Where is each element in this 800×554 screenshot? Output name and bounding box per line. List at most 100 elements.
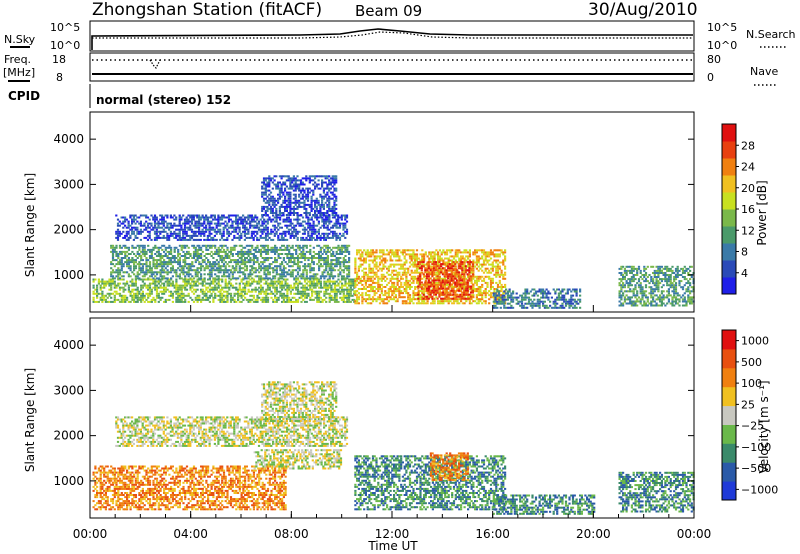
range-time-cell xyxy=(185,232,188,235)
range-time-cell xyxy=(454,267,457,270)
range-time-cell xyxy=(270,246,273,249)
range-time-cell xyxy=(325,282,328,285)
range-time-cell xyxy=(200,253,203,255)
range-time-cell xyxy=(279,222,282,225)
range-time-cell xyxy=(451,255,454,258)
range-time-cell xyxy=(405,302,408,305)
range-time-cell xyxy=(375,298,378,301)
range-time-cell xyxy=(192,284,196,287)
range-time-cell xyxy=(323,271,326,274)
range-time-cell xyxy=(141,248,144,251)
range-time-cell xyxy=(125,226,128,229)
range-time-cell xyxy=(323,261,326,264)
range-time-cell xyxy=(291,234,294,237)
range-time-cell xyxy=(289,273,292,276)
range-time-cell xyxy=(305,275,308,278)
range-time-cell xyxy=(266,210,269,212)
range-time-cell xyxy=(417,300,420,303)
range-time-cell xyxy=(342,278,345,281)
range-time-cell xyxy=(401,265,404,268)
range-time-cell xyxy=(220,236,224,239)
range-time-cell xyxy=(238,288,241,291)
range-time-cell xyxy=(157,230,160,233)
range-time-cell xyxy=(403,263,406,266)
range-time-cell xyxy=(205,246,208,249)
range-time-cell xyxy=(463,265,466,268)
range-time-cell xyxy=(113,286,116,289)
range-time-cell xyxy=(110,280,113,283)
range-time-cell xyxy=(421,271,424,274)
range-time-cell xyxy=(272,271,275,274)
range-time-cell xyxy=(271,203,274,206)
range-time-cell xyxy=(286,224,289,227)
range-time-cell xyxy=(322,203,325,206)
range-time-cell xyxy=(387,267,390,270)
range-time-cell xyxy=(348,267,351,270)
range-time-cell xyxy=(180,300,183,303)
range-time-cell xyxy=(287,179,290,182)
range-time-cell xyxy=(331,226,335,229)
range-time-cell xyxy=(229,253,233,255)
range-time-cell xyxy=(325,300,328,303)
range-time-cell xyxy=(273,175,276,178)
range-time-cell xyxy=(361,269,364,272)
range-time-cell xyxy=(410,298,413,301)
range-time-cell xyxy=(207,290,210,293)
range-time-cell xyxy=(217,267,220,270)
range-time-cell xyxy=(148,275,152,278)
range-time-cell xyxy=(219,222,222,225)
range-time-cell xyxy=(289,201,292,204)
range-time-cell xyxy=(456,249,459,252)
range-time-cell xyxy=(328,183,331,186)
range-time-cell xyxy=(140,244,143,247)
range-time-cell xyxy=(344,261,347,264)
range-time-cell xyxy=(122,286,125,289)
range-time-cell xyxy=(155,238,158,241)
range-time-cell xyxy=(417,281,420,284)
range-time-cell xyxy=(291,207,294,210)
range-time-cell xyxy=(221,244,224,247)
range-time-cell xyxy=(184,298,187,301)
range-time-cell xyxy=(317,183,320,186)
range-time-cell xyxy=(426,255,429,258)
range-time-cell xyxy=(258,263,261,266)
range-time-cell xyxy=(254,271,257,274)
range-time-cell xyxy=(254,226,257,229)
range-time-cell xyxy=(224,275,227,278)
range-time-cell xyxy=(333,255,337,257)
range-time-cell xyxy=(145,284,148,287)
range-time-cell xyxy=(143,246,146,249)
range-time-cell xyxy=(337,220,340,223)
range-time-cell xyxy=(244,290,247,293)
range-time-cell xyxy=(291,288,294,291)
range-time-cell xyxy=(185,257,189,259)
range-time-cell xyxy=(162,236,165,239)
range-time-cell xyxy=(460,259,463,262)
range-time-cell xyxy=(148,257,152,259)
range-time-cell xyxy=(127,263,130,266)
range-time-cell xyxy=(184,275,187,278)
range-time-cell xyxy=(298,267,301,270)
range-time-cell xyxy=(133,246,136,249)
range-time-cell xyxy=(256,250,259,253)
range-time-cell xyxy=(415,302,419,305)
range-time-cell xyxy=(435,296,438,299)
range-time-cell xyxy=(159,280,162,283)
range-time-cell xyxy=(286,271,289,274)
range-time-cell xyxy=(301,238,305,241)
range-time-cell xyxy=(148,232,151,235)
range-time-cell xyxy=(229,261,233,264)
range-time-cell xyxy=(272,275,275,278)
range-time-cell xyxy=(387,296,390,299)
range-time-cell xyxy=(288,250,291,253)
range-time-cell xyxy=(113,246,116,249)
range-time-cell xyxy=(171,300,174,303)
range-time-cell xyxy=(120,267,123,270)
range-time-cell xyxy=(201,216,204,219)
range-time-cell xyxy=(249,216,252,219)
range-time-cell xyxy=(444,286,447,288)
range-time-cell xyxy=(298,280,301,283)
range-time-cell xyxy=(177,288,180,291)
range-time-cell xyxy=(265,277,268,280)
range-time-cell xyxy=(305,292,308,295)
